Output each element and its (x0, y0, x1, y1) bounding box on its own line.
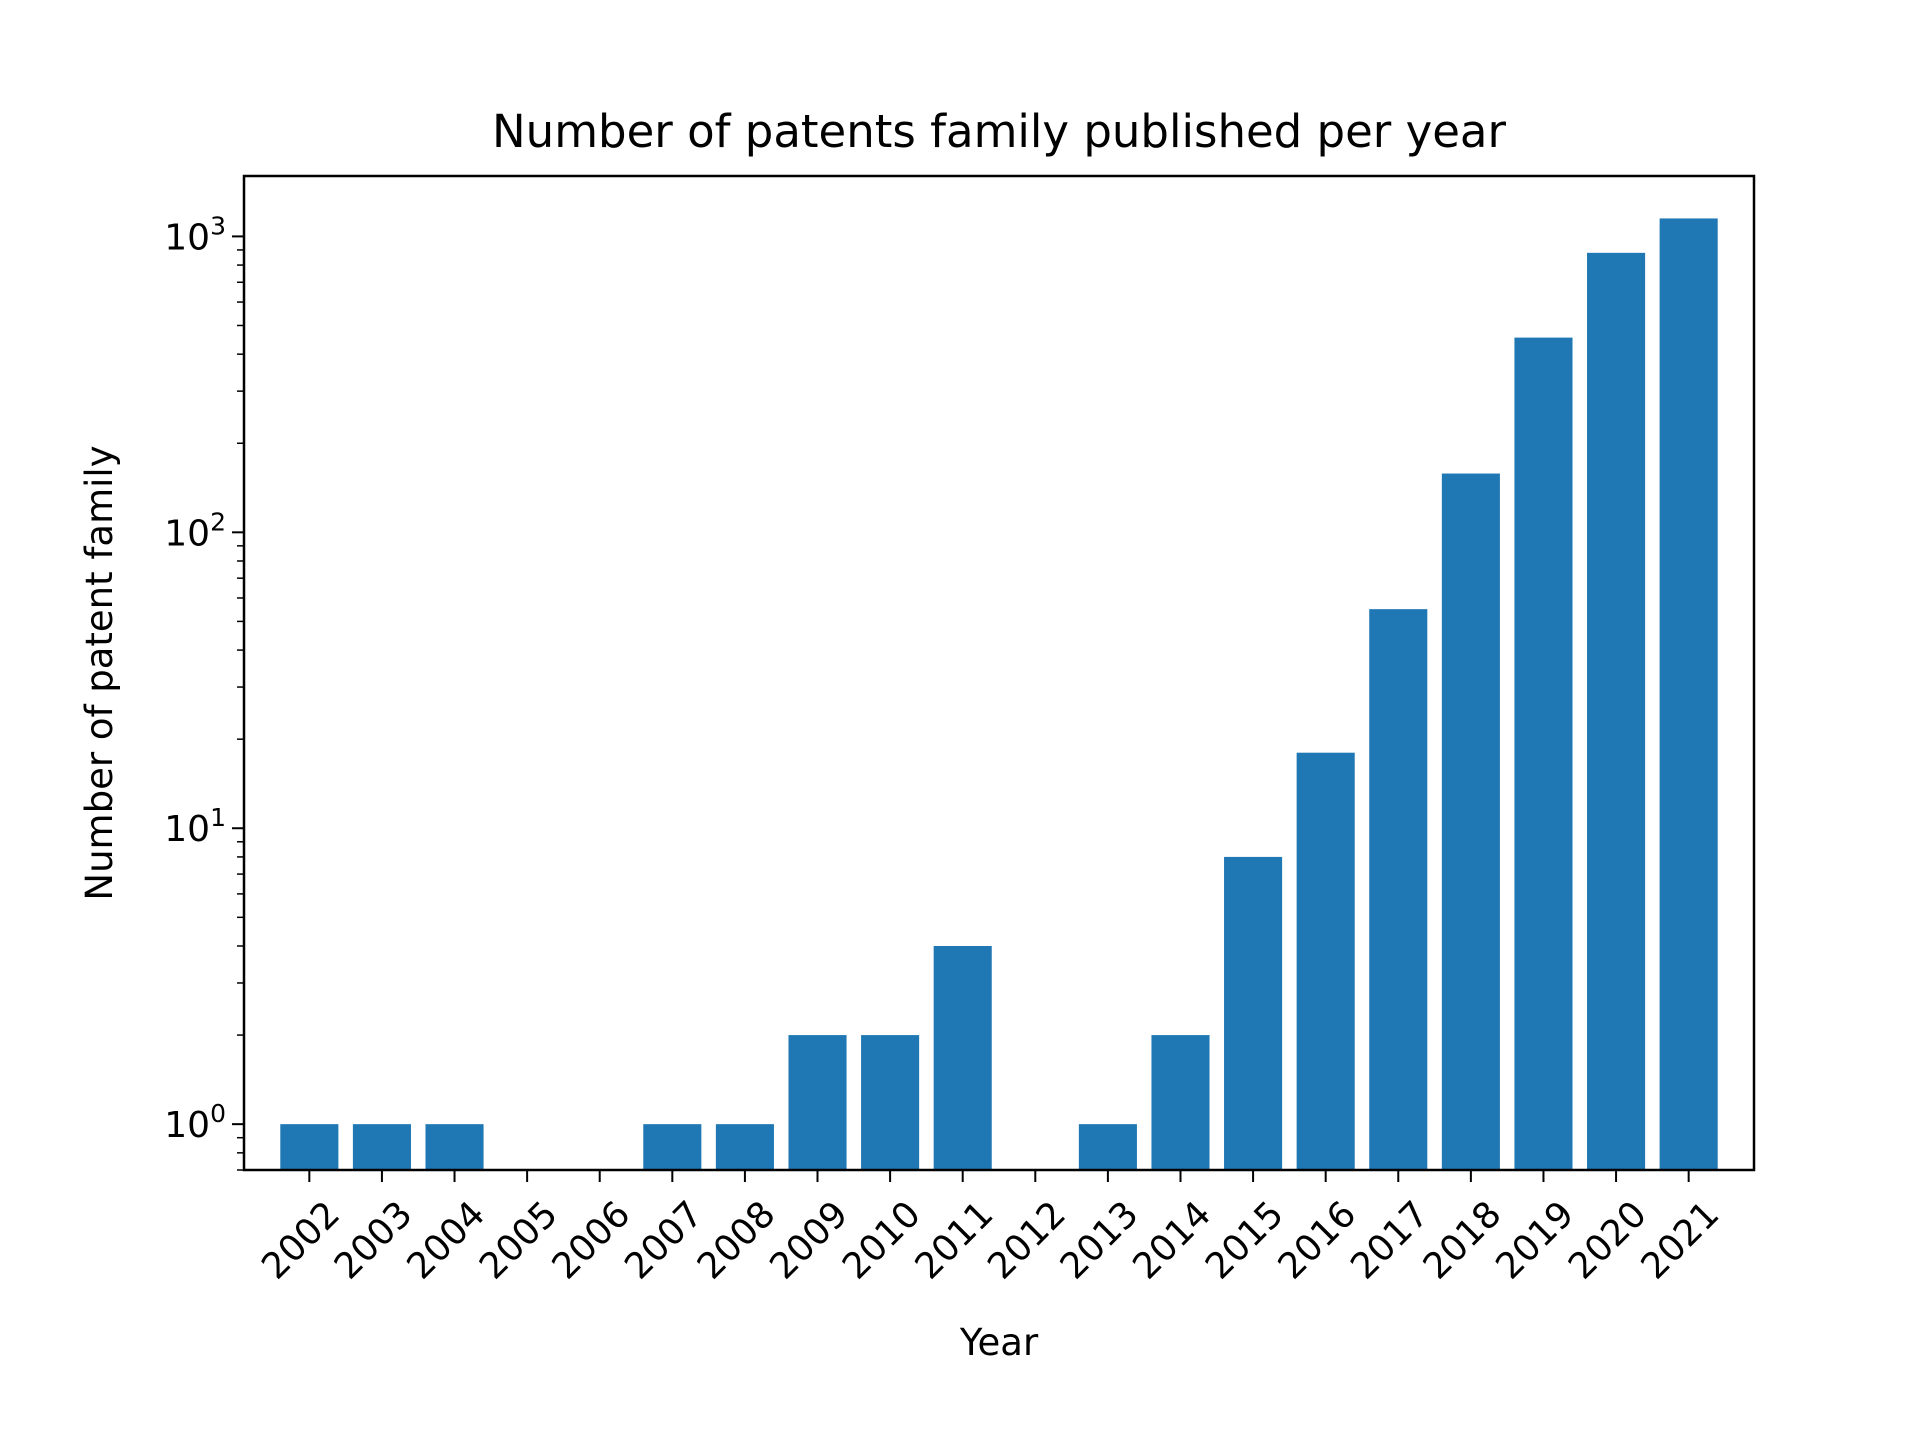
bar-2010 (861, 1035, 919, 1170)
y-tick-label-base: 10 (164, 217, 210, 258)
y-tick-label-exponent: 1 (210, 803, 226, 832)
y-tick-label-exponent: 3 (210, 211, 226, 240)
y-tick-label-exponent: 0 (210, 1099, 226, 1128)
bar-2003 (353, 1124, 411, 1170)
bar-2015 (1224, 857, 1282, 1170)
bar-2013 (1079, 1124, 1137, 1170)
bar-2004 (425, 1124, 483, 1170)
y-tick-label-base: 10 (164, 1105, 210, 1146)
y-tick-label-exponent: 2 (210, 507, 226, 536)
chart-title: Number of patents family published per y… (492, 105, 1506, 158)
bar-2017 (1369, 609, 1427, 1170)
bar-2009 (788, 1035, 846, 1170)
bar-2020 (1587, 253, 1645, 1170)
bar-2011 (934, 946, 992, 1170)
bar-2019 (1514, 338, 1572, 1170)
bar-2002 (280, 1124, 338, 1170)
bar-2007 (643, 1124, 701, 1170)
y-tick-label-base: 10 (164, 513, 210, 554)
y-tick-label-base: 10 (164, 809, 210, 850)
bar-2008 (716, 1124, 774, 1170)
bar-2018 (1442, 474, 1500, 1170)
bar-2016 (1297, 753, 1355, 1170)
bar-2014 (1151, 1035, 1209, 1170)
bar-2021 (1660, 218, 1718, 1170)
y-axis-label: Number of patent family (78, 445, 121, 900)
x-axis-label: Year (959, 1321, 1039, 1364)
